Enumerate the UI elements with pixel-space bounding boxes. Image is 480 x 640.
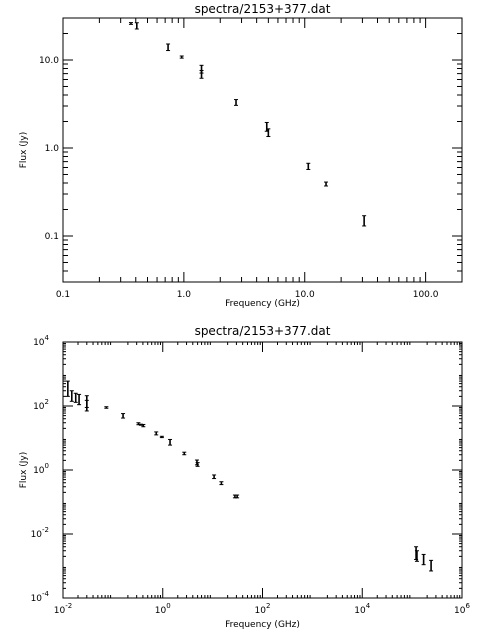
plot-frame [62, 341, 463, 599]
x-tick-label: 100 [155, 602, 171, 616]
y-axis-label: Flux (Jy) [19, 132, 29, 169]
data-point [136, 422, 141, 426]
data-point [166, 43, 171, 52]
upper-spectrum-chart: spectra/2153+377.dat 0.1 1.0 10.0 100.0 0.1 1.… [19, 2, 463, 309]
x-tick-label: 10-2 [54, 602, 72, 616]
chart-title: spectra/2153+377.dat [195, 2, 331, 16]
x-axis-label: Frequency (GHz) [225, 620, 300, 630]
lower-spectrum-chart: spectra/2153+377.dat 10-2 100 102 104 106 10-4… [19, 324, 470, 630]
x-tick-label: 106 [454, 602, 470, 616]
x-tick-label: 104 [354, 602, 370, 616]
x-tick-label: 1.0 [177, 290, 192, 300]
data-point [121, 413, 126, 419]
data-point [195, 462, 200, 467]
x-tick-label: 100.0 [413, 290, 439, 300]
data-point [306, 162, 311, 170]
data-point [168, 438, 173, 446]
data-point [182, 451, 187, 456]
data-point [77, 393, 82, 406]
data-point [421, 553, 426, 566]
data-point [104, 406, 109, 409]
data-point [69, 390, 74, 402]
data-point [159, 435, 164, 439]
data-point [134, 22, 139, 30]
x-axis-label: Frequency (GHz) [225, 299, 300, 309]
data-point [234, 99, 239, 106]
y-tick-label: 10.0 [39, 56, 59, 66]
data-point [219, 481, 224, 486]
data-point [199, 69, 204, 79]
data-point [65, 380, 70, 397]
x-tick-label: 102 [255, 602, 271, 616]
y-tick-label: 10-2 [31, 526, 49, 540]
data-point [362, 215, 367, 227]
y-tick-label: 10-4 [31, 590, 50, 604]
chart-title: spectra/2153+377.dat [195, 324, 331, 338]
data-point [212, 474, 217, 480]
y-tick-label: 104 [33, 334, 49, 348]
data-point [154, 431, 159, 436]
data-point [141, 423, 146, 428]
data-point [235, 494, 240, 499]
x-tick-label: 10.0 [295, 290, 315, 300]
data-point [73, 392, 78, 403]
data-point [179, 55, 184, 59]
data-point [84, 399, 89, 412]
data-point [266, 128, 271, 138]
data-point [128, 22, 133, 25]
y-tick-label: 0.1 [45, 232, 59, 242]
plot-frame [62, 17, 463, 283]
y-tick-label: 100 [33, 462, 49, 476]
y-axis-label: Flux (Jy) [19, 452, 29, 489]
y-tick-label: 1.0 [45, 144, 60, 154]
x-tick-label: 0.1 [56, 290, 70, 300]
data-point [324, 181, 329, 187]
data-point [429, 559, 434, 572]
y-tick-label: 102 [33, 398, 49, 412]
data-point [414, 550, 419, 562]
